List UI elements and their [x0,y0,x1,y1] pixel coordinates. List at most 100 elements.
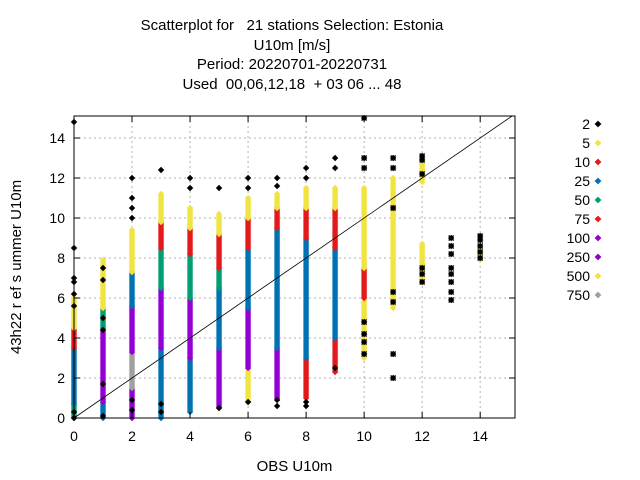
legend-label-2: 2 [582,116,590,132]
data-point [331,164,339,172]
data-point [273,174,281,182]
data-point [273,182,281,190]
y-tick-label: 10 [49,210,65,226]
data-point-cross [361,339,368,345]
y-tick-label: 14 [49,130,65,146]
legend-marker-100 [594,234,602,242]
data-point-cross [419,279,426,285]
x-tick-label: 10 [356,428,372,444]
data-point [186,174,194,182]
data-point [157,166,165,174]
diagonal-line [73,115,513,419]
data-point [157,400,165,408]
legend-marker-750 [594,291,602,299]
data-point-cross [390,299,397,305]
data-point-cross [361,351,368,357]
data-point-cross [390,289,397,295]
data-point [273,190,281,198]
data-point [128,406,136,414]
legend-label-750: 750 [567,287,591,303]
x-tick-label: 4 [186,428,194,444]
legend-marker-50 [594,196,602,204]
x-tick-label: 12 [414,428,430,444]
data-point-cross [448,297,455,303]
data-point [244,174,252,182]
data-point [331,154,339,162]
data-point-cross [361,331,368,337]
data-point [128,204,136,212]
data-point-cross [448,265,455,271]
data-point [389,174,397,182]
data-point [215,404,223,412]
legend-label-250: 250 [567,249,591,265]
x-axis-title: OBS U10m [257,458,333,475]
data-point [215,184,223,192]
data-point [128,174,136,182]
data-point-cross [448,251,455,257]
data-point-cross [390,375,397,381]
data-point [186,184,194,192]
x-tick-label: 8 [302,428,310,444]
data-point-cross [448,243,455,249]
data-point-cross [390,165,397,171]
y-tick-label: 0 [57,410,65,426]
data-point-cross [448,271,455,277]
data-point [302,164,310,172]
legend-marker-500 [594,272,602,280]
legend-label-5: 5 [582,135,590,151]
data-point [273,396,281,404]
data-point [215,210,223,218]
data-point-cross [419,271,426,277]
legend-label-500: 500 [567,268,591,284]
data-point-cross [390,205,397,211]
x-tick-label: 14 [472,428,488,444]
legend-label-100: 100 [567,230,591,246]
chart-title: Scatterplot for 21 stations Selection: E… [0,16,584,94]
data-point [128,226,136,234]
y-tick-label: 2 [57,370,65,386]
x-tick-label: 6 [244,428,252,444]
legend-marker-2 [594,120,602,128]
y-tick-label: 8 [57,250,65,266]
data-point [302,402,310,410]
legend-label-75: 75 [574,211,590,227]
data-point [302,398,310,406]
title-line-1: Scatterplot for 21 stations Selection: E… [140,17,444,34]
data-point [157,190,165,198]
legend-label-10: 10 [574,154,590,170]
y-axis-title: 43h22 r ef s ummer U10m [8,180,25,354]
data-point [244,184,252,192]
data-point [99,314,107,322]
data-point [331,184,339,192]
data-point [157,408,165,416]
data-point-cross [448,289,455,295]
y-tick-label: 4 [57,330,65,346]
data-point [186,204,194,212]
one-to-one-line [73,115,513,419]
title-line-2: U10m [m/s] [253,36,331,54]
data-point-cross [419,171,426,177]
legend-marker-75 [594,215,602,223]
data-point [302,184,310,192]
data-point [128,194,136,202]
data-point-cross [419,153,426,159]
data-point-cross [448,279,455,285]
data-point-cross [361,319,368,325]
data-point [128,396,136,404]
data-point-cross [361,165,368,171]
data-point [302,174,310,182]
y-tick-label: 12 [49,170,65,186]
legend-marker-25 [594,177,602,185]
data-point [128,214,136,222]
data-point [273,402,281,410]
data-point-cross [390,351,397,357]
data-point-cross [477,255,484,261]
data-point-cross [361,155,368,161]
legend-marker-250 [594,253,602,261]
data-point [418,240,426,248]
data-points [70,114,484,422]
data-point [99,380,107,388]
data-point [360,184,368,192]
